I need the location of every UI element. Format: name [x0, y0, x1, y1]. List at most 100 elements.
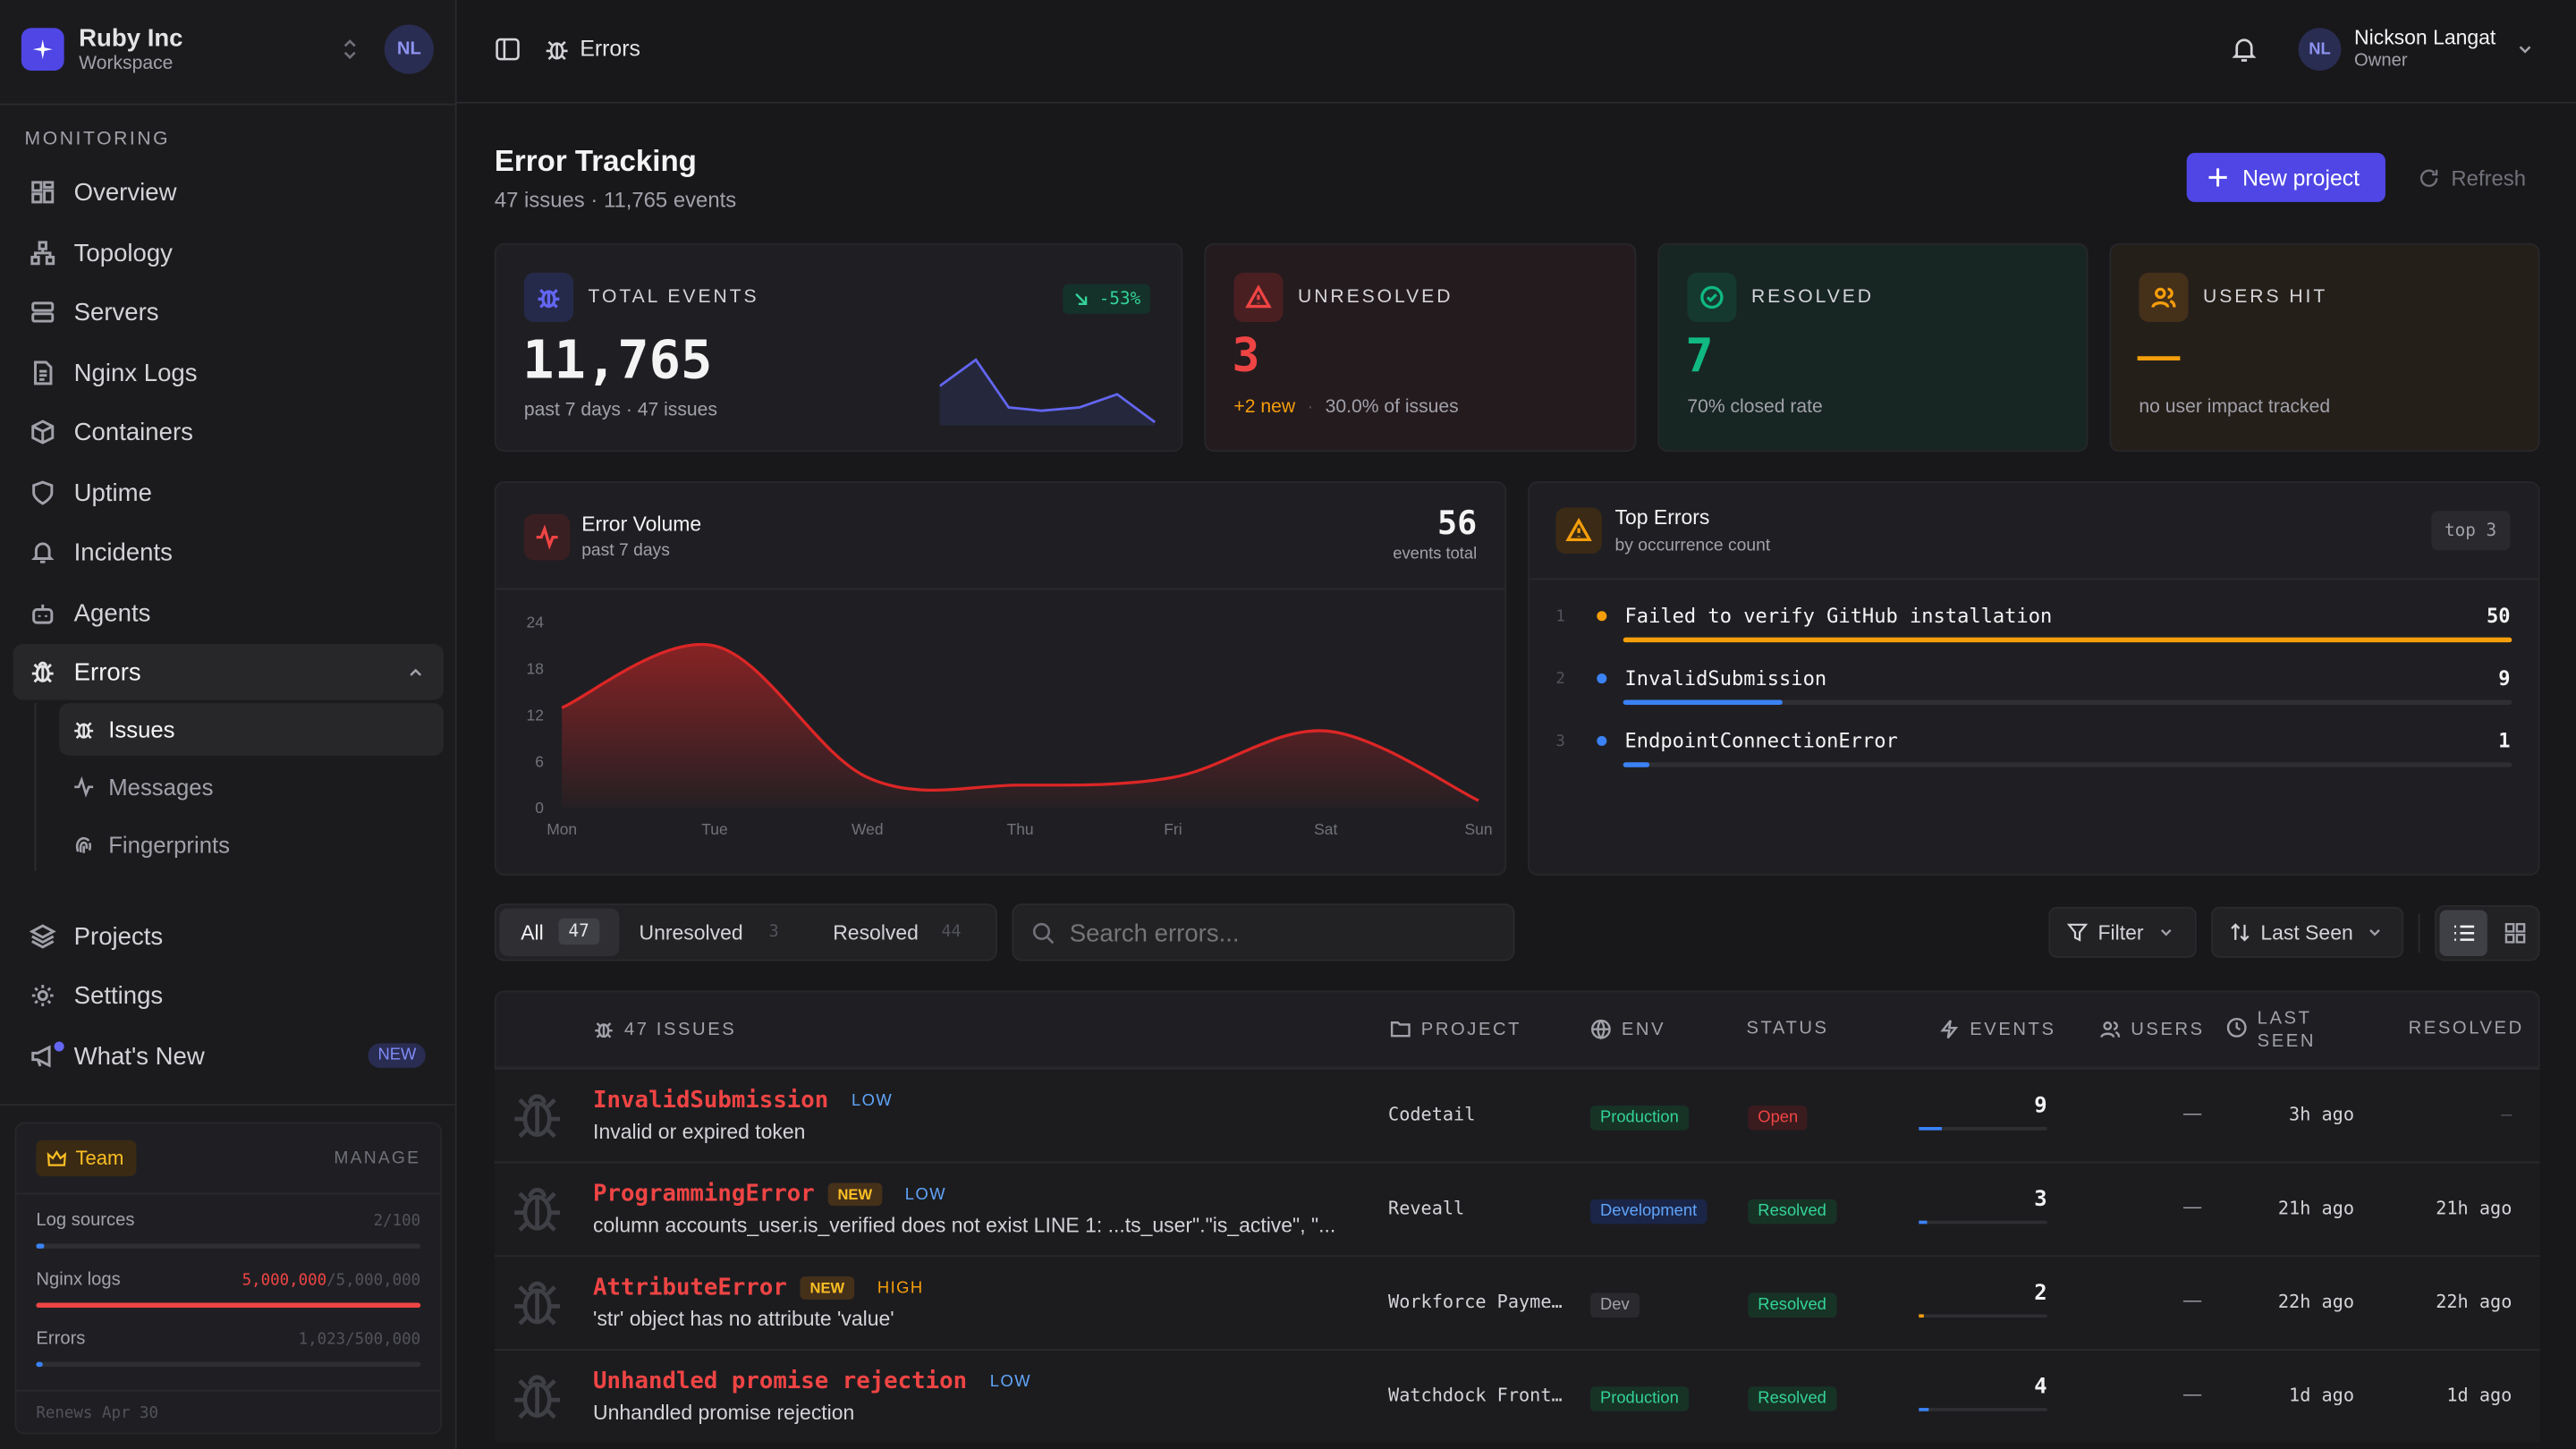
col-project[interactable]: PROJECT	[1390, 1019, 1521, 1040]
workspace-avatar[interactable]: NL	[384, 24, 434, 74]
sidebar-item-errors[interactable]: Errors	[13, 644, 444, 700]
sidebar-subitem-label: Messages	[108, 774, 214, 801]
quota-track	[36, 1302, 421, 1309]
count-track	[1623, 637, 2512, 643]
level-badge: LOW	[851, 1091, 894, 1110]
status-badge: Resolved	[1748, 1292, 1836, 1318]
sidebar-item-containers[interactable]: Containers	[13, 404, 444, 460]
last-seen: 3h ago	[2289, 1104, 2355, 1126]
stat-label: USERS HIT	[2203, 287, 2328, 308]
sidebar-item-label: Topology	[73, 239, 173, 267]
sidebar-subitem-messages[interactable]: Messages	[59, 760, 444, 813]
sidebar-toggle-icon[interactable]	[495, 36, 521, 62]
top-bar: Errors NL Nickson Langat Owner	[456, 0, 2576, 104]
sidebar-subitem-issues[interactable]: Issues	[59, 703, 444, 756]
volume-sub: past 7 days	[581, 540, 670, 561]
col-events[interactable]: EVENTS	[1938, 1019, 2055, 1040]
quota-fill	[36, 1302, 421, 1309]
refresh-button[interactable]: Refresh	[2405, 153, 2537, 202]
project-name: Workforce Payme…	[1388, 1291, 1563, 1313]
filter-button[interactable]: Filter	[2048, 906, 2197, 958]
volume-icon	[523, 513, 571, 561]
col-env[interactable]: ENV	[1590, 1019, 1665, 1040]
quota-label: Nginx logs	[36, 1269, 121, 1290]
sidebar-item-settings[interactable]: Settings	[13, 968, 444, 1023]
new-project-button[interactable]: New project	[2186, 152, 2385, 202]
divider	[16, 1192, 441, 1195]
grid-view-button[interactable]	[2490, 911, 2538, 956]
sidebar-item-nginx-logs[interactable]: Nginx Logs	[13, 345, 444, 401]
issue-name[interactable]: InvalidSubmission	[593, 1087, 829, 1114]
sidebar-item-uptime[interactable]: Uptime	[13, 465, 444, 521]
quota-used: 1,023	[298, 1330, 346, 1349]
col-last-seen[interactable]: LAST SEEN	[2226, 1007, 2316, 1053]
sidebar-subitem-fingerprints[interactable]: Fingerprints	[59, 818, 444, 871]
status-badge: Resolved	[1748, 1199, 1836, 1224]
notification-bell-icon[interactable]	[2229, 35, 2258, 64]
quota-track	[36, 1243, 421, 1249]
sidebar-item-projects[interactable]: Projects	[13, 909, 444, 964]
user-avatar[interactable]: NL	[2298, 28, 2342, 71]
team-card: Team MANAGE Log sources 2/100 Nginx logs 5,…	[14, 1122, 443, 1435]
y-tick-label: 24	[527, 614, 545, 631]
list-view-button[interactable]	[2439, 910, 2487, 956]
col-status[interactable]: STATUS	[1746, 1019, 1828, 1038]
sidebar-item-overview[interactable]: Overview	[13, 165, 444, 220]
sidebar-item-label: Settings	[73, 981, 164, 1010]
chevron-down-icon[interactable]	[2517, 41, 2533, 57]
sidebar-item-whats-new[interactable]: What's New NEW	[13, 1029, 444, 1084]
chevron-up-icon[interactable]	[408, 664, 424, 680]
table-row[interactable]: ProgrammingError NEW LOW column accounts_us…	[494, 1161, 2540, 1256]
sidebar-item-label: Servers	[73, 298, 159, 326]
table-row[interactable]: AttributeError NEW HIGH 'str' object has no…	[494, 1255, 2540, 1349]
unread-dot	[54, 1041, 64, 1052]
sort-button[interactable]: Last Seen	[2211, 906, 2404, 958]
series-dot	[1597, 735, 1607, 746]
chevrons-updown-icon[interactable]	[338, 38, 361, 61]
manage-link[interactable]: MANAGE	[334, 1148, 421, 1168]
x-tick-label: Sat	[1314, 820, 1337, 838]
stat-sub: 30.0% of issues	[1325, 397, 1459, 418]
col-resolved[interactable]: RESOLVED	[2409, 1019, 2524, 1038]
series-dot	[1597, 674, 1607, 684]
col-issues[interactable]: 47 ISSUES	[593, 1019, 736, 1040]
sidebar-item-incidents[interactable]: Incidents	[13, 524, 444, 580]
sidebar-item-servers[interactable]: Servers	[13, 284, 444, 340]
top-error-item[interactable]: 2 InvalidSubmission 9	[1530, 667, 2538, 723]
col-label: 47 ISSUES	[623, 1019, 737, 1039]
top-error-item[interactable]: 1 Failed to verify GitHub installation 50	[1530, 605, 2538, 660]
box-icon	[31, 419, 55, 445]
crown-icon	[47, 1149, 67, 1165]
table-row[interactable]: Unhandled promise rejection LOW Unhandled …	[494, 1348, 2540, 1443]
x-tick-label: Tue	[701, 820, 727, 838]
level-badge: HIGH	[877, 1278, 924, 1298]
issue-name[interactable]: ProgrammingError	[593, 1181, 815, 1208]
plus-icon	[2208, 168, 2227, 187]
table-row[interactable]: InvalidSubmission LOW Invalid or expired t…	[494, 1067, 2540, 1162]
grid-icon	[2504, 922, 2525, 944]
top-error-item[interactable]: 3 EndpointConnectionError 1	[1530, 730, 2538, 785]
issue-name[interactable]: AttributeError	[593, 1275, 787, 1301]
x-tick-label: Thu	[1007, 820, 1034, 838]
tab-all[interactable]: All 47	[499, 908, 620, 956]
tab-resolved[interactable]: Resolved 44	[815, 909, 992, 956]
breadcrumb[interactable]: Errors	[580, 36, 640, 61]
event-count: 2	[2034, 1281, 2047, 1307]
y-tick-label: 18	[527, 660, 544, 678]
bug-icon	[538, 289, 560, 309]
sidebar-item-agents[interactable]: Agents	[13, 585, 444, 640]
renews-text: Renews Apr 30	[36, 1404, 158, 1423]
workspace-name[interactable]: Ruby Inc	[79, 24, 183, 53]
y-tick-label: 0	[535, 799, 544, 817]
status-tabs: All 47 Unresolved 3 Resolved 44	[494, 903, 997, 962]
col-users[interactable]: USERS	[2099, 1019, 2204, 1040]
divider	[16, 1389, 441, 1392]
issue-name[interactable]: Unhandled promise rejection	[593, 1368, 968, 1395]
user-name[interactable]: Nickson Langat	[2354, 26, 2496, 50]
users-icon	[2100, 1021, 2121, 1038]
sidebar-item-topology[interactable]: Topology	[13, 225, 444, 281]
stat-icon	[1687, 272, 1737, 323]
tab-unresolved[interactable]: Unresolved 3	[621, 909, 798, 956]
top-tag: top 3	[2431, 511, 2510, 551]
search-input[interactable]	[1069, 915, 1497, 952]
